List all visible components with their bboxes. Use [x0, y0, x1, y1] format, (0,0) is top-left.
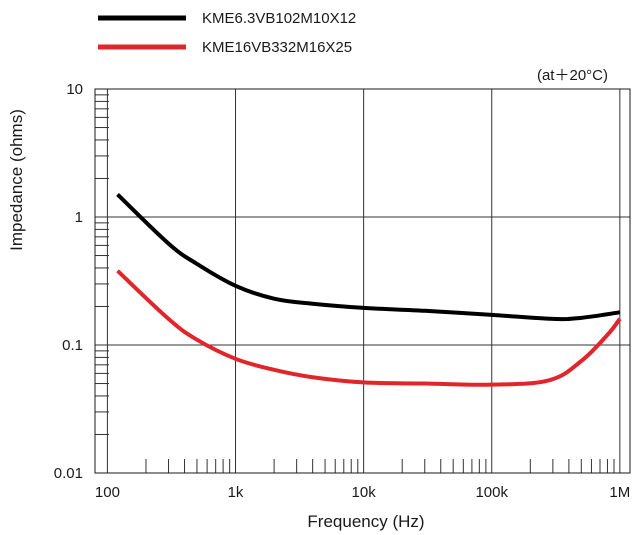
legend: KME6.3VB102M10X12 KME16VB332M16X25	[98, 10, 356, 56]
x-tick-label-0: 100	[95, 484, 120, 501]
temperature-note: (at＋20°C)	[537, 67, 608, 84]
y-tick-label-2: 0.1	[62, 337, 83, 354]
grid	[95, 89, 630, 473]
series-line-2	[116, 269, 622, 387]
series-line-1	[116, 193, 621, 322]
x-tick-label-4: 1M	[609, 484, 630, 501]
series-lines	[116, 193, 622, 387]
legend-label-series-1: KME6.3VB102M10X12	[202, 10, 356, 27]
y-tick-label-3: 0.01	[54, 465, 83, 482]
y-tick-label-1: 1	[75, 209, 83, 226]
minor-ticks	[95, 94, 615, 473]
x-tick-label-2: 10k	[352, 484, 377, 501]
x-axis-title: Frequency (Hz)	[307, 512, 424, 531]
plot-area-frame	[94, 88, 631, 474]
x-tick-label-3: 100k	[475, 484, 508, 501]
legend-label-series-2: KME16VB332M16X25	[202, 39, 352, 56]
tick-labels: 100 1k 10k 100k 1M 10 1 0.1 0.01	[54, 81, 630, 501]
x-tick-label-1: 1k	[228, 484, 244, 501]
y-tick-label-0: 10	[66, 81, 83, 98]
y-axis-title: Impedance (ohms)	[7, 109, 26, 251]
